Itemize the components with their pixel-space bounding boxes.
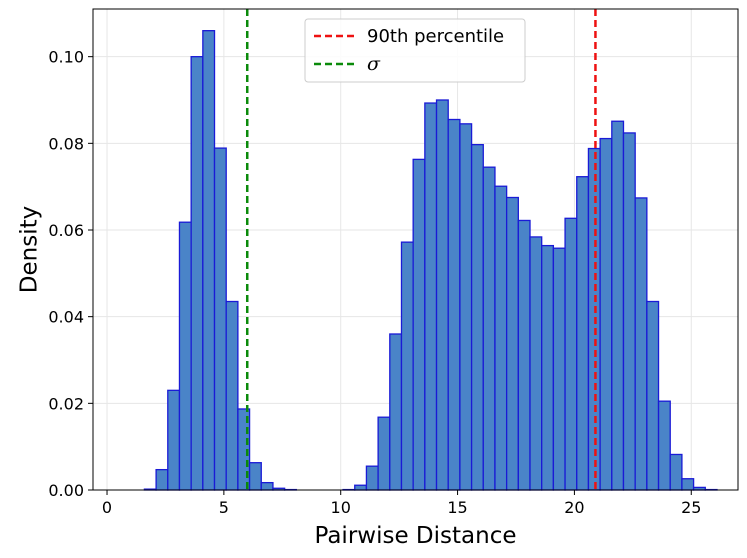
- histogram-bar: [541, 244, 555, 491]
- y-tick-label: 0.08: [48, 134, 84, 153]
- legend-box: [304, 18, 526, 83]
- histogram-bar: [248, 462, 262, 491]
- x-tick-label: 10: [331, 498, 351, 517]
- histogram-bar: [202, 30, 216, 491]
- histogram-bar: [447, 118, 461, 491]
- axis-ticks: 0 5 10 15 20 25 0.00 0.02 0.04 0.06 0.08 0.10: [48, 48, 701, 517]
- histogram-bar: [470, 143, 484, 491]
- histogram-bar: [389, 333, 403, 491]
- legend-label-sigma: σ: [367, 53, 381, 75]
- histogram-bar: [354, 484, 368, 491]
- y-tick-label: 0.10: [48, 48, 84, 67]
- legend: 90th percentile σ: [304, 18, 526, 83]
- histogram-bar: [225, 300, 239, 491]
- reference-lines: [245, 9, 597, 490]
- x-tick-label: 25: [681, 498, 701, 517]
- x-tick-label: 5: [219, 498, 229, 517]
- histogram-bar: [178, 221, 192, 491]
- y-tick-label: 0.06: [48, 221, 84, 240]
- legend-label-90th-percentile: 90th percentile: [367, 26, 504, 47]
- histogram-bar: [576, 176, 590, 491]
- histogram-bar: [482, 166, 496, 491]
- histogram-bar: [646, 300, 660, 491]
- histogram-bar: [190, 56, 204, 491]
- histogram-bar: [669, 453, 683, 491]
- x-axis-title: Pairwise Distance: [315, 523, 517, 549]
- histogram-bars: [143, 30, 718, 491]
- histogram-bar: [260, 481, 274, 491]
- histogram-bar: [494, 185, 508, 491]
- histogram-bar: [529, 236, 543, 491]
- y-tick-label: 0.02: [48, 394, 84, 413]
- histogram-bar: [213, 147, 227, 491]
- histogram-bar: [155, 468, 169, 491]
- y-tick-label: 0.00: [48, 481, 84, 500]
- y-axis-title: Density: [17, 206, 43, 293]
- histogram-bar: [377, 416, 391, 491]
- histogram-bar: [412, 158, 426, 491]
- x-tick-label: 15: [447, 498, 467, 517]
- histogram-bar: [167, 389, 181, 491]
- histogram-bar: [400, 241, 414, 491]
- histogram-bar: [505, 196, 519, 491]
- histogram-bar: [599, 137, 613, 491]
- histogram-bar: [657, 400, 671, 491]
- histogram-bar: [622, 132, 636, 491]
- x-tick-label: 20: [564, 498, 584, 517]
- histogram-bar: [517, 219, 531, 491]
- histogram-bar: [365, 465, 379, 491]
- histogram-bar: [634, 197, 648, 491]
- y-tick-label: 0.04: [48, 308, 84, 327]
- histogram-bar: [424, 102, 438, 491]
- x-tick-label: 0: [102, 498, 112, 517]
- histogram-bar: [459, 123, 473, 491]
- histogram-bar: [681, 478, 695, 491]
- plot-frame: [92, 8, 739, 491]
- histogram-bar: [611, 120, 625, 491]
- histogram-bar: [552, 247, 566, 491]
- histogram-bar: [564, 217, 578, 491]
- histogram-bar: [435, 99, 449, 491]
